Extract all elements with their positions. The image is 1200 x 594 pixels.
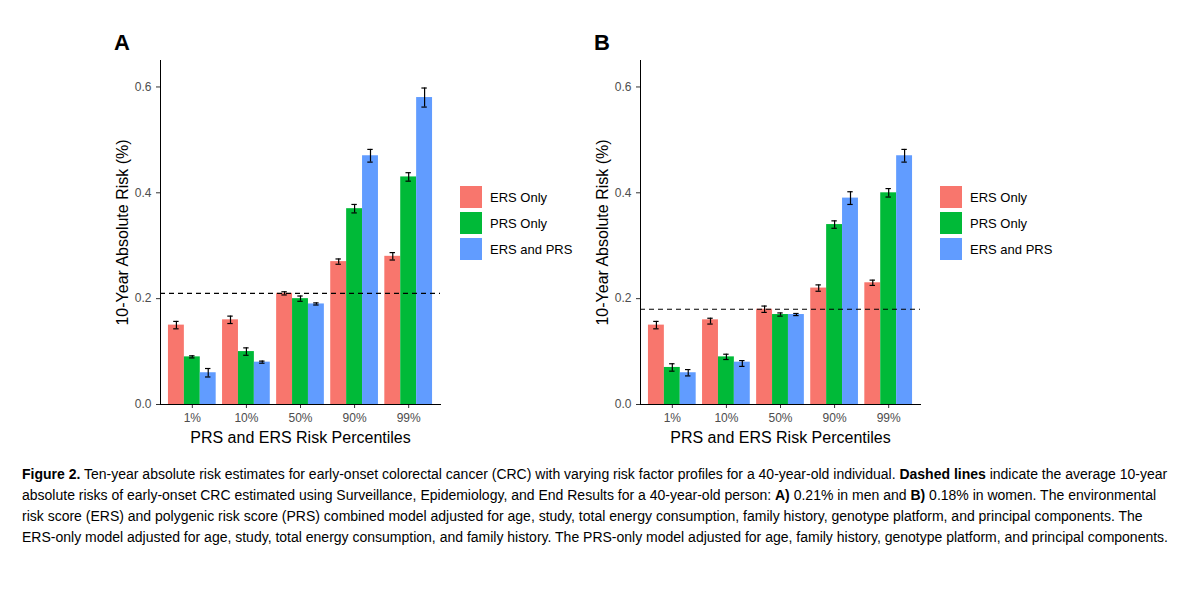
svg-text:99%: 99% — [397, 411, 421, 425]
svg-text:1%: 1% — [664, 411, 682, 425]
html-text:PRS Only: PRS Only — [490, 215, 548, 231]
svg-text:PRS and ERS Risk Percentiles: PRS and ERS Risk Percentiles — [190, 429, 411, 446]
svg-text:90%: 90% — [823, 411, 847, 425]
html-text:A: A — [114, 30, 130, 55]
svg-text:0.2: 0.2 — [135, 291, 152, 305]
svg-text:90%: 90% — [343, 411, 367, 425]
html-text:ERS Only: ERS Only — [970, 189, 1028, 205]
svg-text:10%: 10% — [714, 411, 738, 425]
svg-text:0.4: 0.4 — [615, 186, 632, 200]
svg-text:0.0: 0.0 — [135, 397, 152, 411]
svg-text:PRS and ERS Risk Percentiles: PRS and ERS Risk Percentiles — [670, 429, 891, 446]
html-text:ERS Only: ERS Only — [490, 189, 548, 205]
html-text:Figure 2. Ten-year absolute ri: Figure 2. Ten-year absolute risk estimat… — [22, 466, 1168, 545]
svg-text:0.4: 0.4 — [135, 186, 152, 200]
svg-text:0.2: 0.2 — [615, 291, 632, 305]
svg-text:10%: 10% — [234, 411, 258, 425]
svg-text:50%: 50% — [768, 411, 792, 425]
html-text:ERS and PRS: ERS and PRS — [490, 241, 573, 257]
svg-text:0.6: 0.6 — [135, 80, 152, 94]
html-text:ERS and PRS: ERS and PRS — [970, 241, 1053, 257]
svg-text:0.6: 0.6 — [615, 80, 632, 94]
svg-text:50%: 50% — [288, 411, 312, 425]
html-text:B: B — [594, 30, 610, 55]
svg-text:10-Year Absolute Risk (%): 10-Year Absolute Risk (%) — [594, 139, 611, 325]
html-text:PRS Only: PRS Only — [970, 215, 1028, 231]
svg-text:0.0: 0.0 — [615, 397, 632, 411]
svg-text:1%: 1% — [184, 411, 202, 425]
svg-text:99%: 99% — [877, 411, 901, 425]
svg-text:10-Year Absolute Risk (%): 10-Year Absolute Risk (%) — [114, 139, 131, 325]
